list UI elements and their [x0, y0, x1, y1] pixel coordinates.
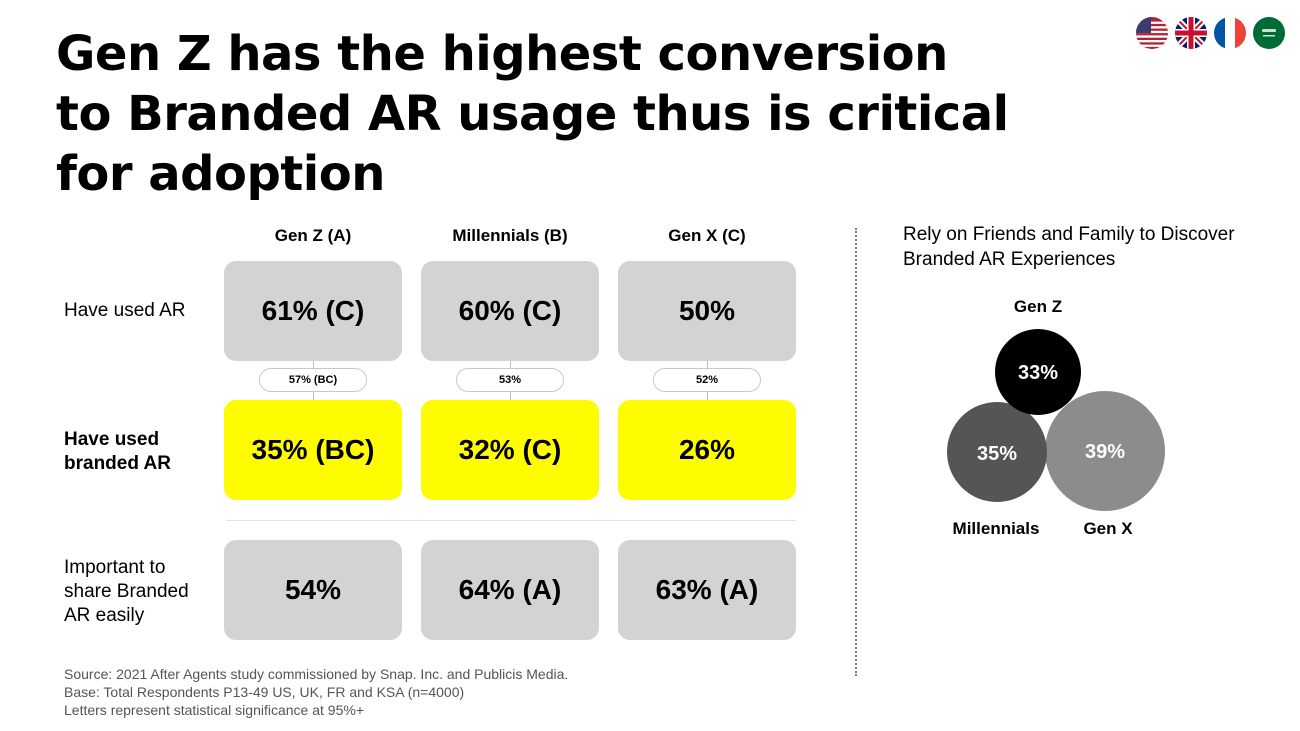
bubble-millennials-value: 35% [977, 443, 1017, 465]
column-header-gen-x: Gen X (C) [668, 226, 746, 245]
cell-share-gen-x: 63% (A) [618, 540, 796, 640]
bubble-gen-x-value: 39% [1085, 441, 1125, 463]
bubble-gen-z-label: Gen Z [1014, 297, 1062, 316]
cell-branded-ar-gen-z: 35% (BC) [224, 400, 402, 500]
cell-used-ar-millennials: 60% (C) [421, 261, 599, 361]
conversion-pill-gen-x: 52% [653, 368, 761, 392]
bubble-chart-title: Rely on Friends and Family to Discover B… [903, 224, 1235, 270]
flag-bar [1136, 17, 1285, 49]
bubble-gen-z [995, 329, 1081, 415]
row-label-share-branded-ar: Important to share Branded AR easily [64, 557, 189, 626]
bubble-gen-z-value: 33% [1018, 362, 1058, 384]
page-title: Gen Z has the highest conversion to Bran… [56, 26, 1009, 202]
conversion-pill-gen-z: 57% (BC) [259, 368, 367, 392]
column-header-millennials: Millennials (B) [452, 226, 568, 245]
france-flag-icon[interactable] [1214, 17, 1246, 49]
uk-flag-icon[interactable] [1175, 17, 1207, 49]
cell-used-ar-gen-x: 50% [618, 261, 796, 361]
bubble-gen-x [1045, 391, 1165, 511]
bubble-millennials-label: Millennials [953, 519, 1040, 538]
source-line: Source: 2021 After Agents study commissi… [64, 666, 569, 682]
row-label-used-branded-ar: Have used branded AR [64, 429, 171, 474]
column-header-gen-z: Gen Z (A) [274, 226, 352, 245]
bubble-millennials [947, 402, 1047, 502]
cell-branded-ar-gen-x: 26% [618, 400, 796, 500]
significance-note: Letters represent statistical significan… [64, 702, 364, 718]
bubble-gen-x-label: Gen X [1083, 519, 1133, 538]
cell-branded-ar-millennials: 32% (C) [421, 400, 599, 500]
conversion-pill-millennials: 53% [456, 368, 564, 392]
row-divider [226, 520, 796, 521]
vertical-divider [855, 228, 857, 676]
source-notes: Source: 2021 After Agents study commissi… [64, 665, 568, 719]
base-line: Base: Total Respondents P13-49 US, UK, F… [64, 684, 465, 700]
us-flag-icon[interactable] [1136, 17, 1168, 49]
cell-share-millennials: 64% (A) [421, 540, 599, 640]
cell-used-ar-gen-z: 61% (C) [224, 261, 402, 361]
saudi-flag-icon[interactable] [1253, 17, 1285, 49]
row-label-used-ar: Have used AR [64, 300, 186, 321]
bubble-chart: 33% 35% 39% Gen Z Millennials Gen X [947, 297, 1165, 538]
cell-share-gen-z: 54% [224, 540, 402, 640]
